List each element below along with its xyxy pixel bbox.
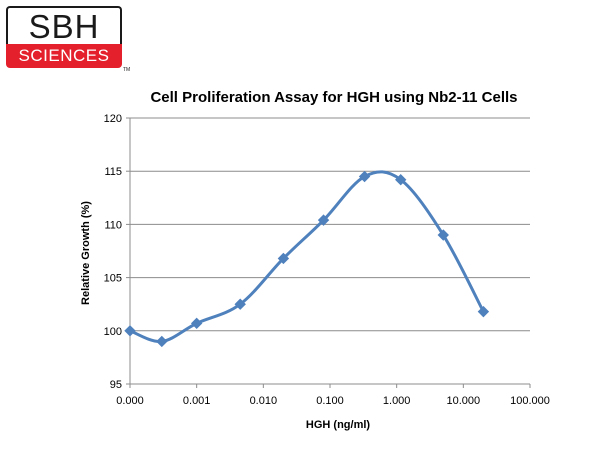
data-point xyxy=(395,174,407,186)
x-tick-label: 100.000 xyxy=(510,395,550,407)
x-tick-label: 0.001 xyxy=(183,395,211,407)
y-tick-label: 120 xyxy=(104,113,122,125)
data-point xyxy=(156,335,168,348)
x-tick-label: 1.000 xyxy=(383,395,411,407)
y-tick-label: 95 xyxy=(110,379,122,391)
x-tick-label: 0.100 xyxy=(316,395,344,407)
grid-lines xyxy=(130,117,530,332)
data-point xyxy=(277,252,290,265)
data-point xyxy=(234,298,246,310)
x-axis-label: HGH (ng/ml) xyxy=(306,419,370,431)
data-point xyxy=(477,305,490,318)
axes xyxy=(126,117,531,388)
x-tick-label: 0.010 xyxy=(250,395,278,407)
series-layer xyxy=(124,170,490,348)
chart-title: Cell Proliferation Assay for HGH using N… xyxy=(150,89,517,106)
sbh-sciences-logo: SBH SCIENCES TM xyxy=(6,6,130,73)
y-tick-labels: 95 100 105 110 115 120 xyxy=(104,113,122,391)
logo-bottom-panel: SCIENCES xyxy=(6,44,122,68)
x-tick-label: 0.000 xyxy=(116,395,144,407)
y-tick-label: 100 xyxy=(104,326,122,338)
y-tick-label: 115 xyxy=(104,166,122,178)
data-point xyxy=(317,214,330,226)
data-point xyxy=(190,317,203,330)
y-axis-label: Relative Growth (%) xyxy=(80,201,92,305)
x-tick-label: 10.000 xyxy=(447,395,481,407)
logo-top-text: SBH xyxy=(28,8,100,45)
logo-top-panel: SBH xyxy=(6,6,122,45)
y-tick-label: 110 xyxy=(104,219,122,231)
x-tick-labels: 0.000 0.001 0.010 0.100 1.000 10.000 100.000 xyxy=(116,395,550,407)
series-line xyxy=(129,170,485,343)
data-point xyxy=(124,325,136,337)
logo-bottom-text: SCIENCES xyxy=(18,46,110,65)
data-point xyxy=(358,170,371,183)
logo-trademark: TM xyxy=(123,67,131,73)
y-tick-label: 105 xyxy=(104,273,122,285)
data-point xyxy=(437,229,449,241)
